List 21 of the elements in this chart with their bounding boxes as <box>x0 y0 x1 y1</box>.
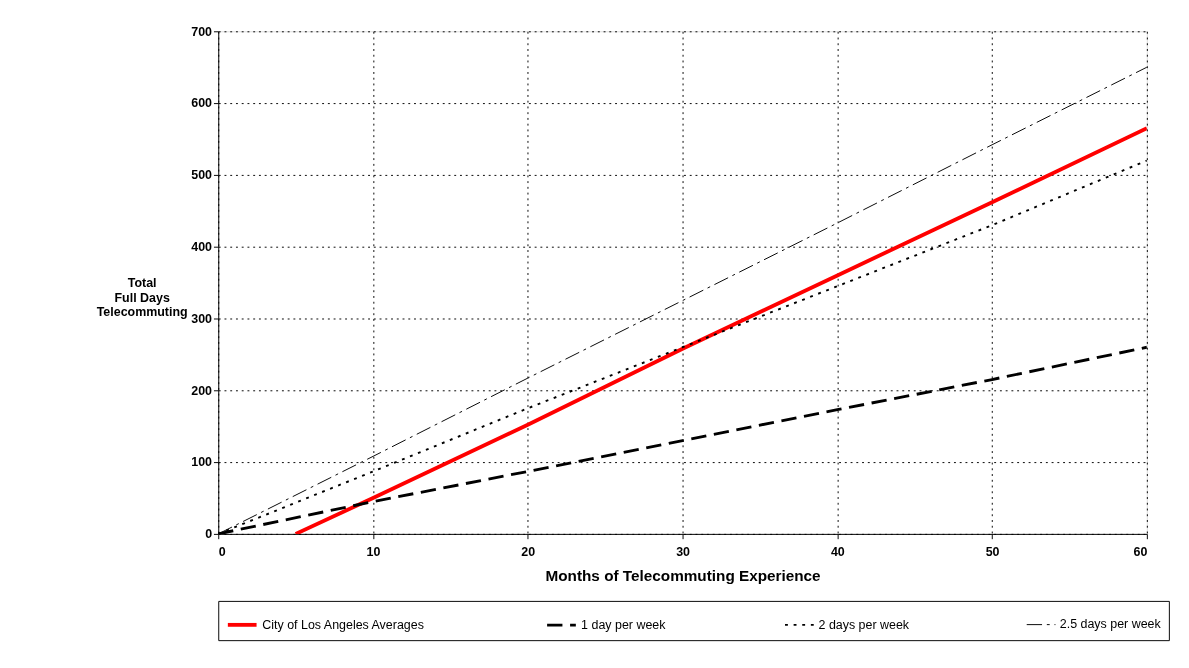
x-tick-label: 40 <box>830 545 845 560</box>
x-tick-label: 0 <box>218 545 226 560</box>
y-tick-label: 700 <box>191 24 213 39</box>
legend-label: 2.5 days per week <box>1059 617 1162 632</box>
legend-label: City of Los Angeles Averages <box>262 617 424 632</box>
y-tick-label: 300 <box>191 311 213 326</box>
y-tick-label: 500 <box>191 168 213 183</box>
legend-label: 1 day per week <box>581 617 667 632</box>
y-tick-label: 100 <box>191 455 213 470</box>
x-tick-label: 20 <box>521 545 536 560</box>
x-axis-title: Months of Telecommuting Experience <box>545 567 821 585</box>
y-tick-label: 600 <box>191 96 213 111</box>
y-tick-label: 0 <box>205 527 213 542</box>
x-tick-label: 50 <box>985 545 1000 560</box>
y-tick-label: 400 <box>191 240 213 255</box>
y-tick-label: 200 <box>191 383 213 398</box>
x-tick-label: 10 <box>366 545 381 560</box>
y-axis-title: Total Full Days Telecommuting <box>96 276 188 320</box>
x-tick-label: 60 <box>1133 545 1148 560</box>
x-tick-label: 30 <box>676 545 691 560</box>
legend-label: 2 days per week <box>818 617 910 632</box>
